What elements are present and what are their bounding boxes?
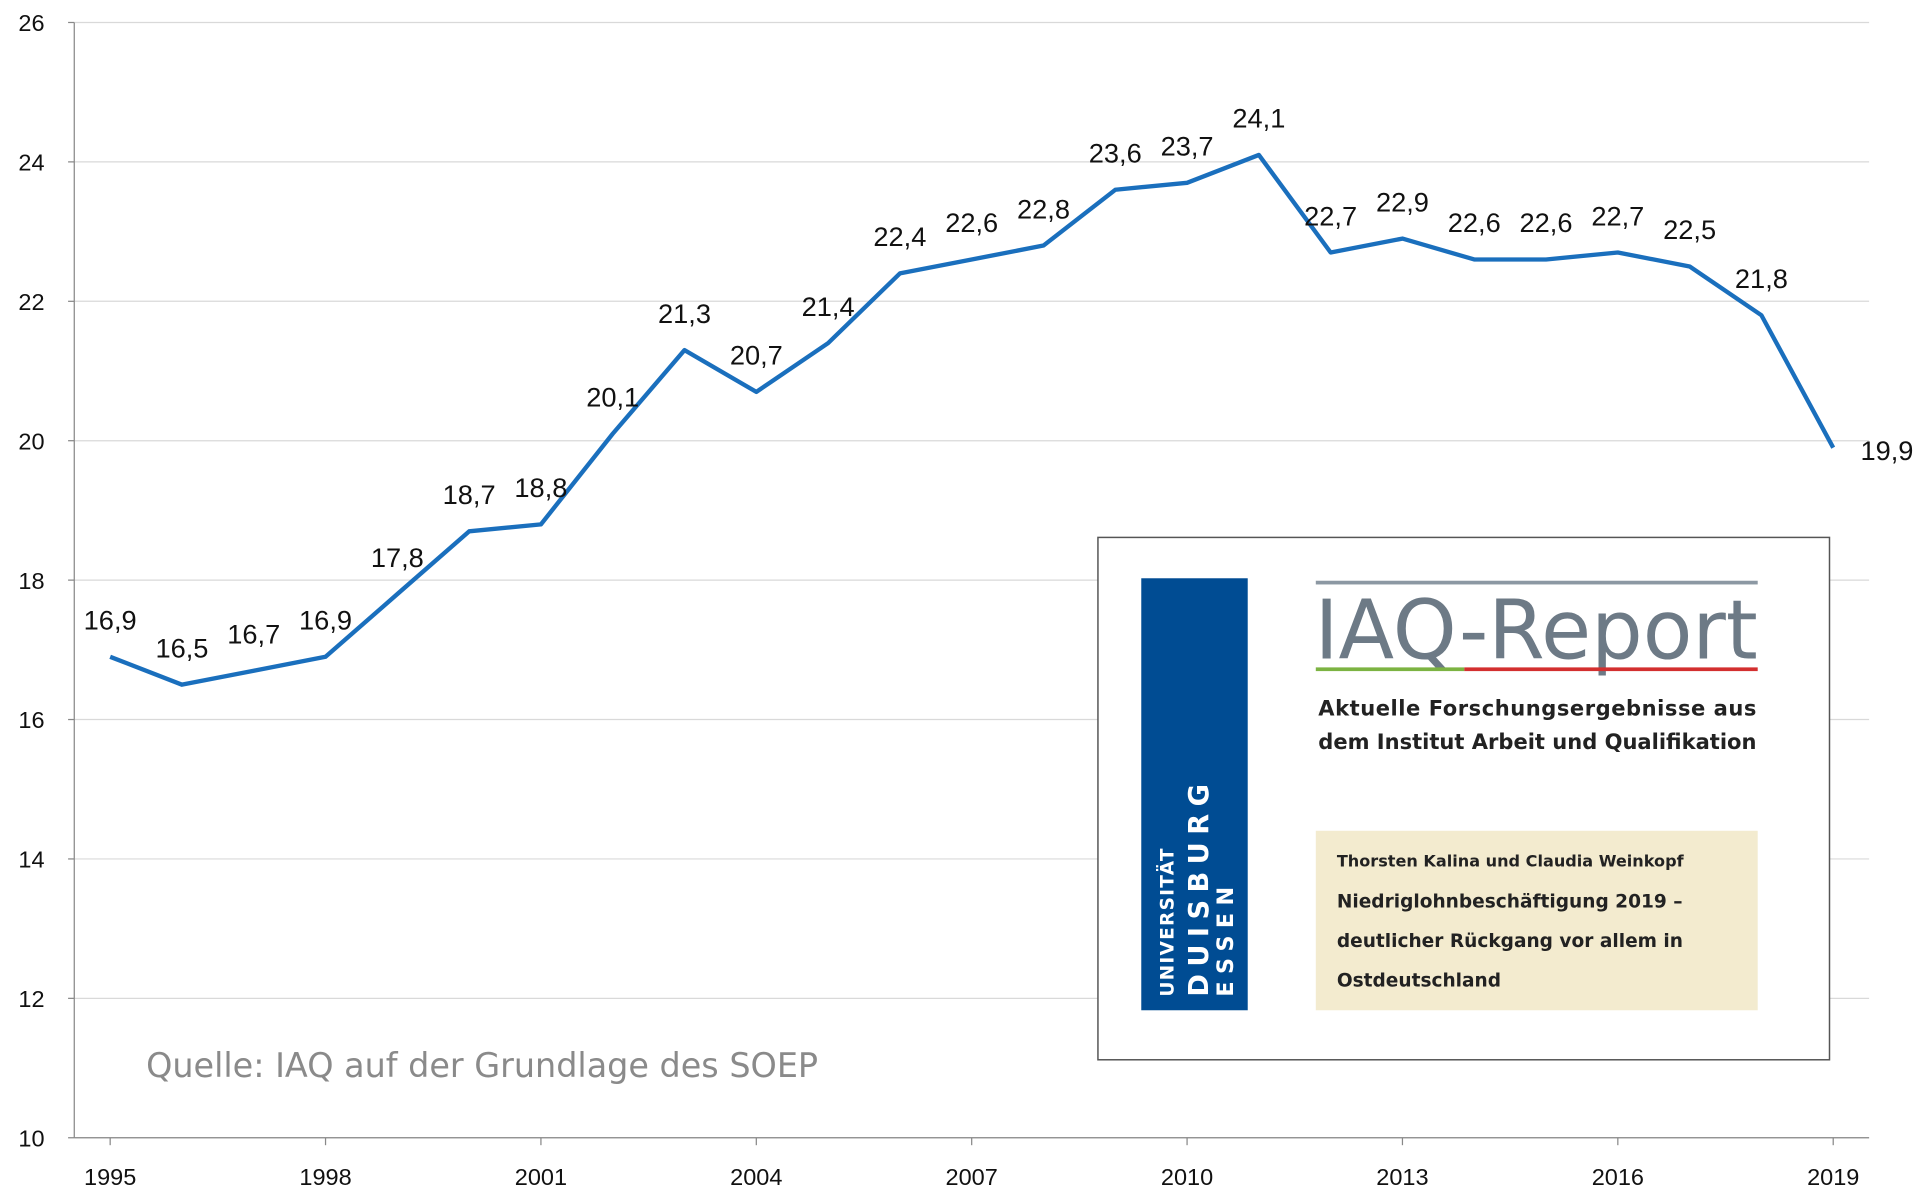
x-tick-label: 2007 — [946, 1164, 998, 1185]
source-note: Quelle: IAQ auf der Grundlage des SOEP — [146, 1046, 818, 1085]
data-label: 22,6 — [1448, 207, 1501, 238]
data-label: 17,8 — [371, 542, 424, 573]
plot: 10 12 14 16 18 20 22 24 26 1995 1998 2001 2004 2007 20… — [18, 10, 1913, 1185]
data-label: 19,9 — [1860, 435, 1913, 466]
x-tick-label: 1995 — [84, 1164, 136, 1185]
data-label: 20,1 — [586, 382, 639, 413]
data-label: 18,7 — [443, 479, 496, 510]
x-tick-label: 1998 — [299, 1164, 351, 1185]
data-label: 22,6 — [945, 207, 998, 238]
x-tick-label: 2010 — [1161, 1164, 1213, 1185]
y-tick-label: 22 — [18, 289, 44, 315]
data-label: 22,8 — [1017, 193, 1070, 224]
y-tick-label: 18 — [18, 568, 44, 594]
data-label: 22,5 — [1663, 214, 1716, 245]
data-label: 22,4 — [873, 221, 926, 252]
data-label: 21,8 — [1735, 263, 1788, 294]
y-tick-label: 24 — [18, 150, 44, 176]
report-text: Niedriglohnbeschäftigung 2019 – — [1337, 892, 1683, 913]
y-tick-label: 16 — [18, 707, 44, 733]
y-tick-label: 12 — [18, 986, 44, 1012]
report-rule — [1315, 667, 1465, 672]
data-label: 18,8 — [514, 472, 567, 503]
report-rule — [1315, 580, 1758, 585]
data-label: 23,7 — [1161, 131, 1214, 162]
report-title: IAQ-Report — [1315, 584, 1758, 679]
data-label: 21,3 — [658, 298, 711, 329]
data-label: 24,1 — [1232, 103, 1285, 134]
report-subtitle: Aktuelle Forschungsergebnisse aus — [1318, 696, 1756, 721]
data-label: 20,7 — [730, 340, 783, 371]
university-city: DUISBURG — [1184, 777, 1215, 997]
x-tick-label: 2016 — [1592, 1164, 1644, 1185]
data-label: 22,7 — [1591, 200, 1644, 231]
data-label: 22,9 — [1376, 186, 1429, 217]
data-label: 22,6 — [1520, 207, 1573, 238]
x-tick-label: 2019 — [1807, 1164, 1859, 1185]
y-tick-label: 20 — [18, 428, 44, 454]
report-authors: Thorsten Kalina und Claudia Weinkopf — [1337, 852, 1685, 871]
x-tick-label: 2004 — [730, 1164, 782, 1185]
report-inset: UNIVERSITÄT DUISBURG ESSEN IAQ-Report Ak… — [1097, 536, 1831, 1061]
y-tick-label: 10 — [18, 1125, 44, 1151]
data-label: 16,5 — [155, 632, 208, 663]
report-subtitle: dem Institut Arbeit und Qualifikation — [1318, 729, 1756, 754]
data-label: 16,9 — [299, 605, 352, 636]
y-tick-label: 26 — [18, 10, 44, 36]
report-text: deutlicher Rückgang vor allem in — [1337, 931, 1683, 952]
report-rule — [1464, 667, 1758, 672]
data-label: 16,7 — [227, 619, 280, 650]
university-bar — [1141, 578, 1248, 1011]
report-box — [1315, 830, 1758, 1011]
university-city: ESSEN — [1213, 879, 1239, 996]
data-label: 23,6 — [1089, 138, 1142, 169]
report-text: Ostdeutschland — [1337, 971, 1501, 992]
data-label: 22,7 — [1304, 200, 1357, 231]
x-tick-label: 2013 — [1376, 1164, 1428, 1185]
data-line — [109, 152, 1836, 687]
data-label: 16,9 — [84, 605, 137, 636]
university-label: UNIVERSITÄT — [1154, 847, 1178, 996]
x-tick-label: 2001 — [515, 1164, 567, 1185]
data-label: 21,4 — [802, 291, 855, 322]
y-tick-label: 14 — [18, 847, 44, 873]
